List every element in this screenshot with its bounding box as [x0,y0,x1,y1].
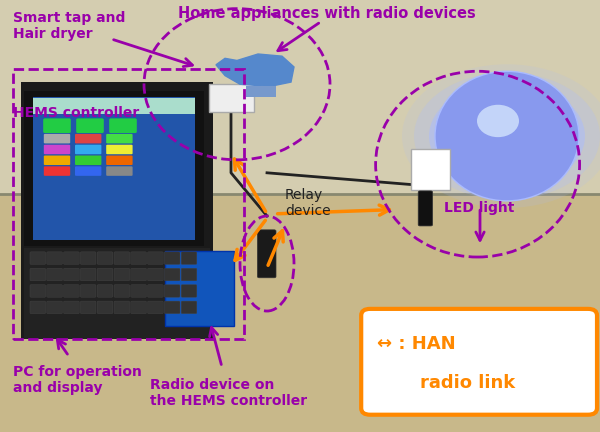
Ellipse shape [402,64,600,208]
FancyBboxPatch shape [164,252,180,264]
FancyBboxPatch shape [114,268,130,281]
Text: radio link: radio link [420,374,515,392]
FancyBboxPatch shape [30,301,46,314]
Text: Radio device on
the HEMS controller: Radio device on the HEMS controller [150,378,307,408]
Text: ↔ : HAN: ↔ : HAN [377,335,455,353]
Text: Smart tap and
Hair dryer: Smart tap and Hair dryer [13,11,125,41]
FancyBboxPatch shape [164,285,180,297]
FancyBboxPatch shape [0,0,600,194]
FancyBboxPatch shape [64,252,79,264]
FancyBboxPatch shape [47,268,62,281]
FancyBboxPatch shape [418,191,433,226]
FancyBboxPatch shape [80,285,96,297]
FancyBboxPatch shape [114,285,130,297]
FancyBboxPatch shape [64,285,79,297]
FancyBboxPatch shape [114,252,130,264]
Text: Home appliances with radio devices: Home appliances with radio devices [178,6,476,22]
Text: PC for operation
and display: PC for operation and display [13,365,142,395]
FancyBboxPatch shape [131,285,146,297]
FancyBboxPatch shape [106,156,133,165]
Ellipse shape [435,71,579,201]
Ellipse shape [477,105,519,137]
FancyBboxPatch shape [257,230,276,278]
FancyBboxPatch shape [114,301,130,314]
FancyBboxPatch shape [209,84,254,112]
FancyBboxPatch shape [80,301,96,314]
FancyBboxPatch shape [30,268,46,281]
FancyBboxPatch shape [411,149,450,190]
FancyBboxPatch shape [181,301,197,314]
FancyBboxPatch shape [47,252,62,264]
FancyBboxPatch shape [131,268,146,281]
FancyBboxPatch shape [64,268,79,281]
FancyBboxPatch shape [164,268,180,281]
FancyBboxPatch shape [75,166,101,176]
FancyBboxPatch shape [44,156,70,165]
FancyBboxPatch shape [30,252,46,264]
Polygon shape [216,54,294,86]
FancyBboxPatch shape [44,166,70,176]
FancyBboxPatch shape [33,97,195,240]
Text: HEMS controller: HEMS controller [13,106,139,120]
FancyBboxPatch shape [246,86,276,97]
FancyBboxPatch shape [165,251,234,326]
FancyBboxPatch shape [43,118,71,133]
Ellipse shape [414,73,600,200]
FancyBboxPatch shape [44,145,70,154]
FancyBboxPatch shape [64,301,79,314]
FancyBboxPatch shape [44,134,70,143]
Text: Relay
device: Relay device [285,188,331,218]
FancyBboxPatch shape [97,252,113,264]
FancyBboxPatch shape [30,285,46,297]
FancyBboxPatch shape [80,268,96,281]
FancyBboxPatch shape [106,134,133,143]
FancyBboxPatch shape [106,145,133,154]
FancyBboxPatch shape [97,301,113,314]
FancyBboxPatch shape [361,309,597,415]
FancyBboxPatch shape [181,252,197,264]
FancyBboxPatch shape [97,268,113,281]
FancyBboxPatch shape [24,91,204,246]
FancyBboxPatch shape [164,301,180,314]
Text: LED light: LED light [444,201,514,215]
FancyBboxPatch shape [148,252,163,264]
FancyBboxPatch shape [181,268,197,281]
FancyBboxPatch shape [47,285,62,297]
FancyBboxPatch shape [75,145,101,154]
FancyBboxPatch shape [24,248,210,339]
FancyBboxPatch shape [106,166,133,176]
FancyBboxPatch shape [131,252,146,264]
FancyBboxPatch shape [47,301,62,314]
FancyBboxPatch shape [33,98,195,114]
Ellipse shape [429,83,585,190]
FancyBboxPatch shape [75,134,101,143]
FancyBboxPatch shape [97,285,113,297]
FancyBboxPatch shape [80,252,96,264]
FancyBboxPatch shape [148,285,163,297]
FancyBboxPatch shape [181,285,197,297]
FancyBboxPatch shape [131,301,146,314]
FancyBboxPatch shape [21,82,213,339]
FancyBboxPatch shape [148,301,163,314]
FancyBboxPatch shape [148,268,163,281]
FancyBboxPatch shape [75,156,101,165]
FancyBboxPatch shape [109,118,137,133]
FancyBboxPatch shape [76,118,104,133]
